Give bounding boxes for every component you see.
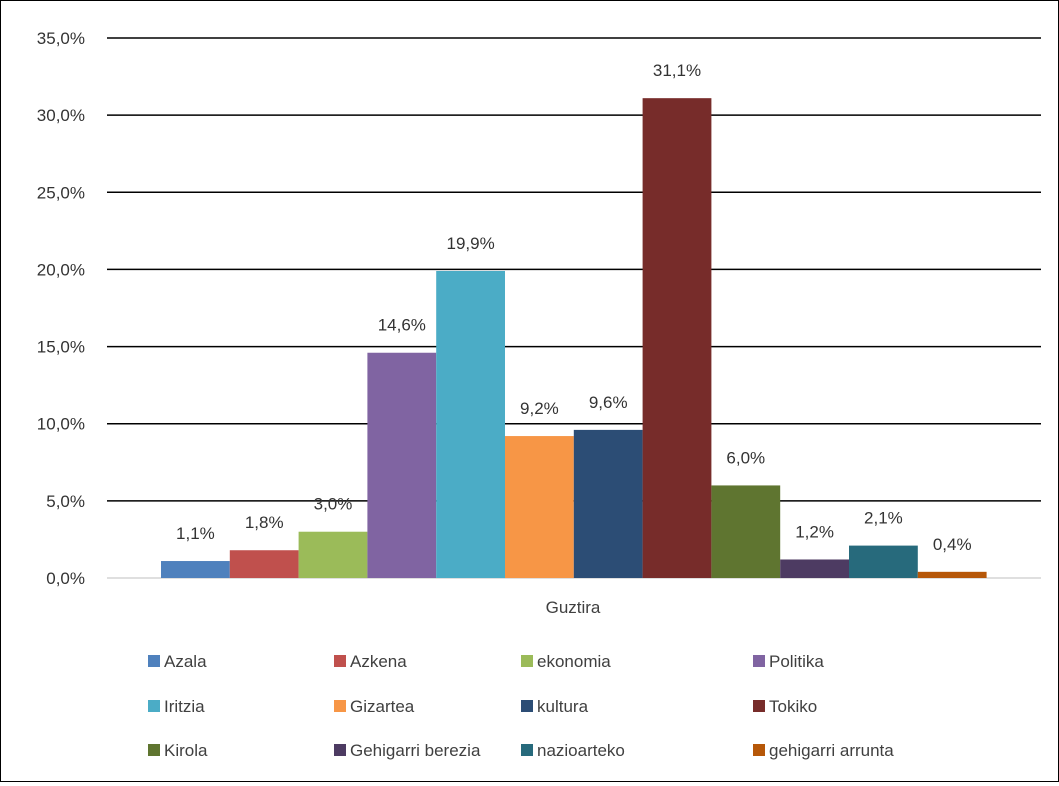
bar-politika <box>367 352 437 578</box>
legend-item: Politika <box>753 652 824 671</box>
y-tick-label: 30,0% <box>37 106 85 125</box>
legend-swatch <box>521 655 533 667</box>
data-label: 31,1% <box>653 61 701 80</box>
legend-swatch <box>521 700 533 712</box>
legend-swatch <box>148 744 160 756</box>
legend-item: kultura <box>521 697 589 716</box>
y-tick-label: 5,0% <box>46 492 85 511</box>
legend-item: Azala <box>148 652 207 671</box>
y-tick-label: 15,0% <box>37 338 85 357</box>
bar-tokiko <box>642 98 712 579</box>
legend-label: nazioarteko <box>537 741 625 760</box>
bars <box>161 98 987 579</box>
data-label: 14,6% <box>378 316 426 335</box>
legend-swatch <box>521 744 533 756</box>
legend-item: Iritzia <box>148 697 205 716</box>
bar-nazioarteko <box>849 545 918 578</box>
data-label: 1,1% <box>176 524 215 543</box>
y-axis-ticks: 0,0% 5,0% 10,0% 15,0% 20,0% 25,0% 30,0% 35,0% <box>37 29 85 588</box>
legend-label: Politika <box>769 652 824 671</box>
bar-gizartea <box>505 436 574 578</box>
data-label: 0,4% <box>933 535 972 554</box>
legend-item: ekonomia <box>521 652 611 671</box>
bar-iritzia <box>436 270 505 578</box>
legend-item: Tokiko <box>753 697 817 716</box>
legend-item: gehigarri arrunta <box>753 741 894 760</box>
legend-item: Gehigarri berezia <box>334 741 481 760</box>
data-label: 6,0% <box>726 448 765 467</box>
data-label: 19,9% <box>446 234 494 253</box>
legend-label: Azala <box>164 652 207 671</box>
bar-azkena <box>229 550 299 578</box>
bar-kirola <box>711 485 781 578</box>
legend-item: Azkena <box>334 652 407 671</box>
legend-item: Kirola <box>148 741 208 760</box>
y-tick-label: 35,0% <box>37 29 85 48</box>
y-tick-label: 25,0% <box>37 183 85 202</box>
legend-swatch <box>334 700 346 712</box>
x-category-label: Guztira <box>546 598 601 617</box>
legend-label: Kirola <box>164 741 208 760</box>
data-label: 2,1% <box>864 509 903 528</box>
data-label: 9,2% <box>520 399 559 418</box>
bar-gehigarri-berezia <box>780 559 849 578</box>
bar-azala <box>161 561 230 578</box>
legend-swatch <box>148 700 160 712</box>
legend-item: nazioarteko <box>521 741 625 760</box>
legend-swatch <box>148 655 160 667</box>
data-label: 3,0% <box>314 495 353 514</box>
legend-swatch <box>753 655 765 667</box>
data-label: 1,8% <box>245 513 284 532</box>
y-tick-label: 20,0% <box>37 260 85 279</box>
legend-swatch <box>334 744 346 756</box>
data-labels: 1,1% 1,8% 3,0% 14,6% 19,9% 9,2% 9,6% 31,1% 6,0% 1… <box>176 61 972 554</box>
gridlines <box>107 37 1041 579</box>
legend-swatch <box>753 700 765 712</box>
legend-label: gehigarri arrunta <box>769 741 894 760</box>
legend-swatch <box>334 655 346 667</box>
legend: Azala Azkena ekonomia Politika Iritzia Gizart… <box>148 652 894 760</box>
legend-label: Gizartea <box>350 697 415 716</box>
legend-item: Gizartea <box>334 697 415 716</box>
legend-swatch <box>753 744 765 756</box>
legend-label: ekonomia <box>537 652 611 671</box>
legend-label: Gehigarri berezia <box>350 741 481 760</box>
x-axis-categories: Guztira <box>546 598 601 617</box>
y-tick-label: 10,0% <box>37 415 85 434</box>
legend-label: Iritzia <box>164 697 205 716</box>
data-label: 9,6% <box>589 393 628 412</box>
bar-kultura <box>573 429 643 578</box>
bar-ekonomia <box>298 531 368 578</box>
data-label: 1,2% <box>795 522 834 541</box>
legend-label: kultura <box>537 697 589 716</box>
legend-label: Azkena <box>350 652 407 671</box>
y-tick-label: 0,0% <box>46 569 85 588</box>
legend-label: Tokiko <box>769 697 817 716</box>
bar-gehigarri-arrunta <box>917 571 987 578</box>
